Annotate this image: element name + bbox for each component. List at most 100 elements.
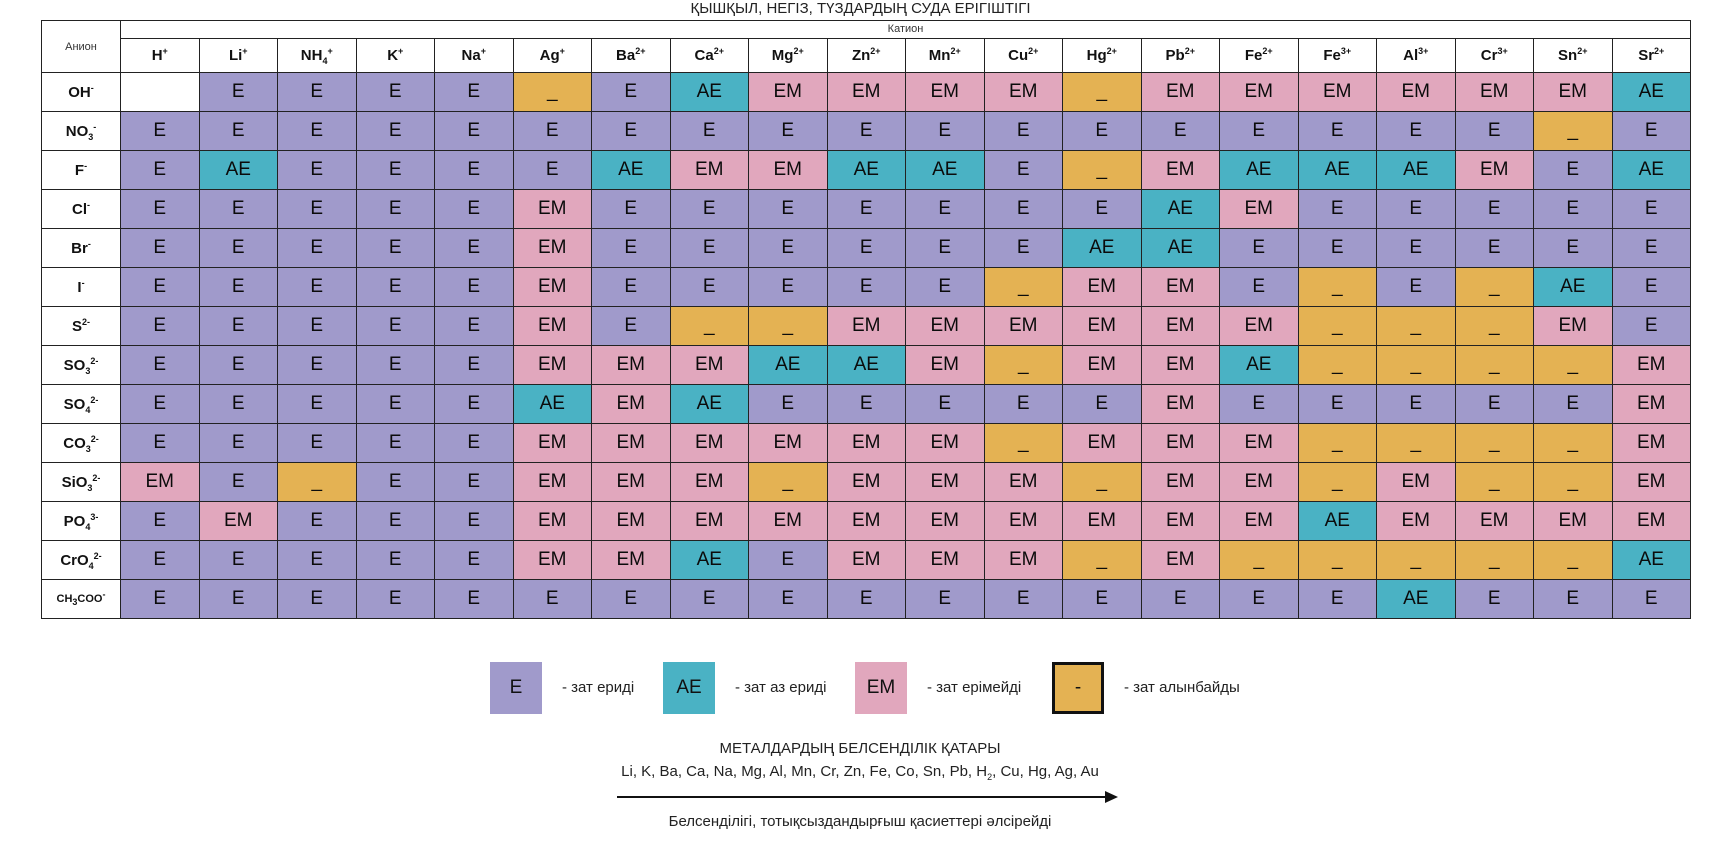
cation-charge: 3+: [1340, 46, 1352, 56]
solubility-cell: AE: [669, 384, 749, 424]
solubility-cell: EM: [512, 540, 592, 580]
cation-symbol: Zn: [851, 47, 871, 64]
solubility-cell: EM: [512, 306, 592, 346]
solubility-cell: EM: [669, 462, 749, 502]
solubility-cell: E: [512, 579, 592, 619]
anion-symbol: SO: [63, 395, 86, 413]
legend-label: - зат ерімейді: [927, 679, 1022, 696]
cation-header-cell: Li+: [198, 38, 278, 73]
solubility-cell: E: [1454, 579, 1534, 619]
solubility-cell: E: [198, 189, 278, 229]
solubility-cell: _: [1454, 267, 1534, 307]
solubility-cell: EM: [512, 189, 592, 229]
cation-symbol: Mg: [771, 47, 794, 64]
solubility-cell: EM: [1454, 72, 1534, 112]
anion-charge: 2-: [90, 394, 99, 405]
solubility-cell: E: [1219, 228, 1299, 268]
solubility-cell: AE: [1533, 267, 1613, 307]
activity-series-list-start: Li, K, Ba, Ca, Na, Mg, Al, Mn, Cr, Zn, F…: [621, 763, 988, 780]
solubility-cell: EM: [1140, 540, 1220, 580]
cation-header-cell: Sr2+: [1611, 38, 1691, 73]
solubility-cell: EM: [1140, 150, 1220, 190]
solubility-cell: _: [1454, 423, 1534, 463]
solubility-cell: E: [1533, 228, 1613, 268]
solubility-cell: EM: [1140, 72, 1220, 112]
anion-charge: -: [87, 238, 91, 249]
solubility-cell: _: [983, 345, 1063, 385]
cation-header-row: H+ Li+ NH4+ K+ Na+ Ag+ Ba2+ Ca2+ Mg2+ Zn2+ Mn2+ Cu2…: [42, 38, 1691, 73]
solubility-cell: EM: [1454, 501, 1534, 541]
cation-header: Катион: [120, 20, 1691, 39]
cation-header-cell: Hg2+: [1062, 38, 1142, 73]
solubility-cell: EM: [198, 501, 278, 541]
table-row: F- E AE E E E E AE EM EM AE AE E _ EM AE AE AE EM E AE: [41, 150, 1691, 190]
table-row: CH3COO- E E E E E E E E E E E E E E E E AE E E E: [41, 579, 1691, 619]
cation-header-cell: Fe2+: [1219, 38, 1299, 73]
solubility-cell: AE: [905, 150, 985, 190]
page-title: ҚЫШҚЫЛ, НЕГІЗ, ТҮЗДАРДЫҢ СУДА ЕРІГІШТІГІ: [690, 0, 1031, 17]
anion-label: OH-: [41, 72, 121, 112]
solubility-cell: E: [355, 501, 435, 541]
solubility-cell: E: [434, 189, 514, 229]
solubility-cell: EM: [591, 462, 671, 502]
solubility-cell: EM: [983, 306, 1063, 346]
cation-charge: 2+: [870, 46, 881, 56]
solubility-cell: _: [1376, 306, 1456, 346]
solubility-cell: EM: [905, 423, 985, 463]
solubility-cell: E: [434, 384, 514, 424]
solubility-cell: AE: [1219, 345, 1299, 385]
cation-symbol: Sr: [1638, 47, 1655, 64]
solubility-cell: E: [1219, 579, 1299, 619]
solubility-cell: E: [277, 579, 357, 619]
cation-symbol: Fe: [1244, 47, 1263, 64]
cation-charge: 3+: [1497, 46, 1508, 56]
anion-subscript: 4: [88, 560, 94, 571]
activity-series-list: Li, K, Ba, Ca, Na, Mg, Al, Mn, Cr, Zn, F…: [560, 763, 1160, 782]
cation-header-cell: Zn2+: [826, 38, 906, 73]
solubility-cell: E: [1454, 111, 1534, 151]
solubility-cell: _: [1454, 462, 1534, 502]
solubility-cell: _: [1533, 540, 1613, 580]
solubility-cell: E: [905, 228, 985, 268]
solubility-cell: E: [1062, 189, 1142, 229]
anion-label: Br-: [41, 228, 121, 268]
solubility-cell: EM: [591, 423, 671, 463]
solubility-cell: E: [826, 111, 906, 151]
solubility-cell: E: [434, 501, 514, 541]
anion-subscript: 3: [85, 443, 91, 454]
solubility-cell: EM: [826, 501, 906, 541]
table-row: I- E E E E E EM E E E E E _ EM EM E _ E _ AE E: [41, 267, 1691, 307]
cation-charge: +: [242, 46, 248, 56]
solubility-cell: E: [277, 228, 357, 268]
table-row: SO42- E E E E E AE EM AE E E E E E EM E E E E E EM: [41, 384, 1691, 424]
solubility-cell: EM: [826, 423, 906, 463]
solubility-cell: E: [1611, 306, 1691, 346]
cation-subscript: 4: [322, 56, 328, 66]
solubility-cell: AE: [198, 150, 278, 190]
solubility-cell: AE: [826, 150, 906, 190]
activity-series-h2-subscript: 2: [987, 772, 993, 782]
solubility-cell: EM: [826, 72, 906, 112]
cation-charge: +: [398, 46, 404, 56]
solubility-cell: _: [1533, 111, 1613, 151]
solubility-cell: E: [1611, 579, 1691, 619]
solubility-cell: EM: [1062, 267, 1142, 307]
anion-charge: -: [81, 277, 85, 288]
table-row: Cl- E E E E E EM E E E E E E E AE EM E E E E E: [41, 189, 1691, 229]
solubility-cell: E: [983, 189, 1063, 229]
cation-header-cell: Mn2+: [905, 38, 985, 73]
solubility-cell: E: [1454, 228, 1534, 268]
legend-swatch: EM: [855, 662, 907, 714]
solubility-cell: _: [1376, 345, 1456, 385]
solubility-cell: EM: [905, 501, 985, 541]
solubility-cell: E: [1533, 579, 1613, 619]
solubility-cell: EM: [591, 345, 671, 385]
solubility-cell: EM: [1140, 306, 1220, 346]
solubility-cell: EM: [1062, 345, 1142, 385]
anion-label: I-: [41, 267, 121, 307]
solubility-cell: E: [120, 228, 200, 268]
anion-symbol: F: [74, 161, 85, 179]
solubility-cell: _: [748, 462, 828, 502]
solubility-cell: E: [1297, 384, 1377, 424]
solubility-cell: _: [669, 306, 749, 346]
